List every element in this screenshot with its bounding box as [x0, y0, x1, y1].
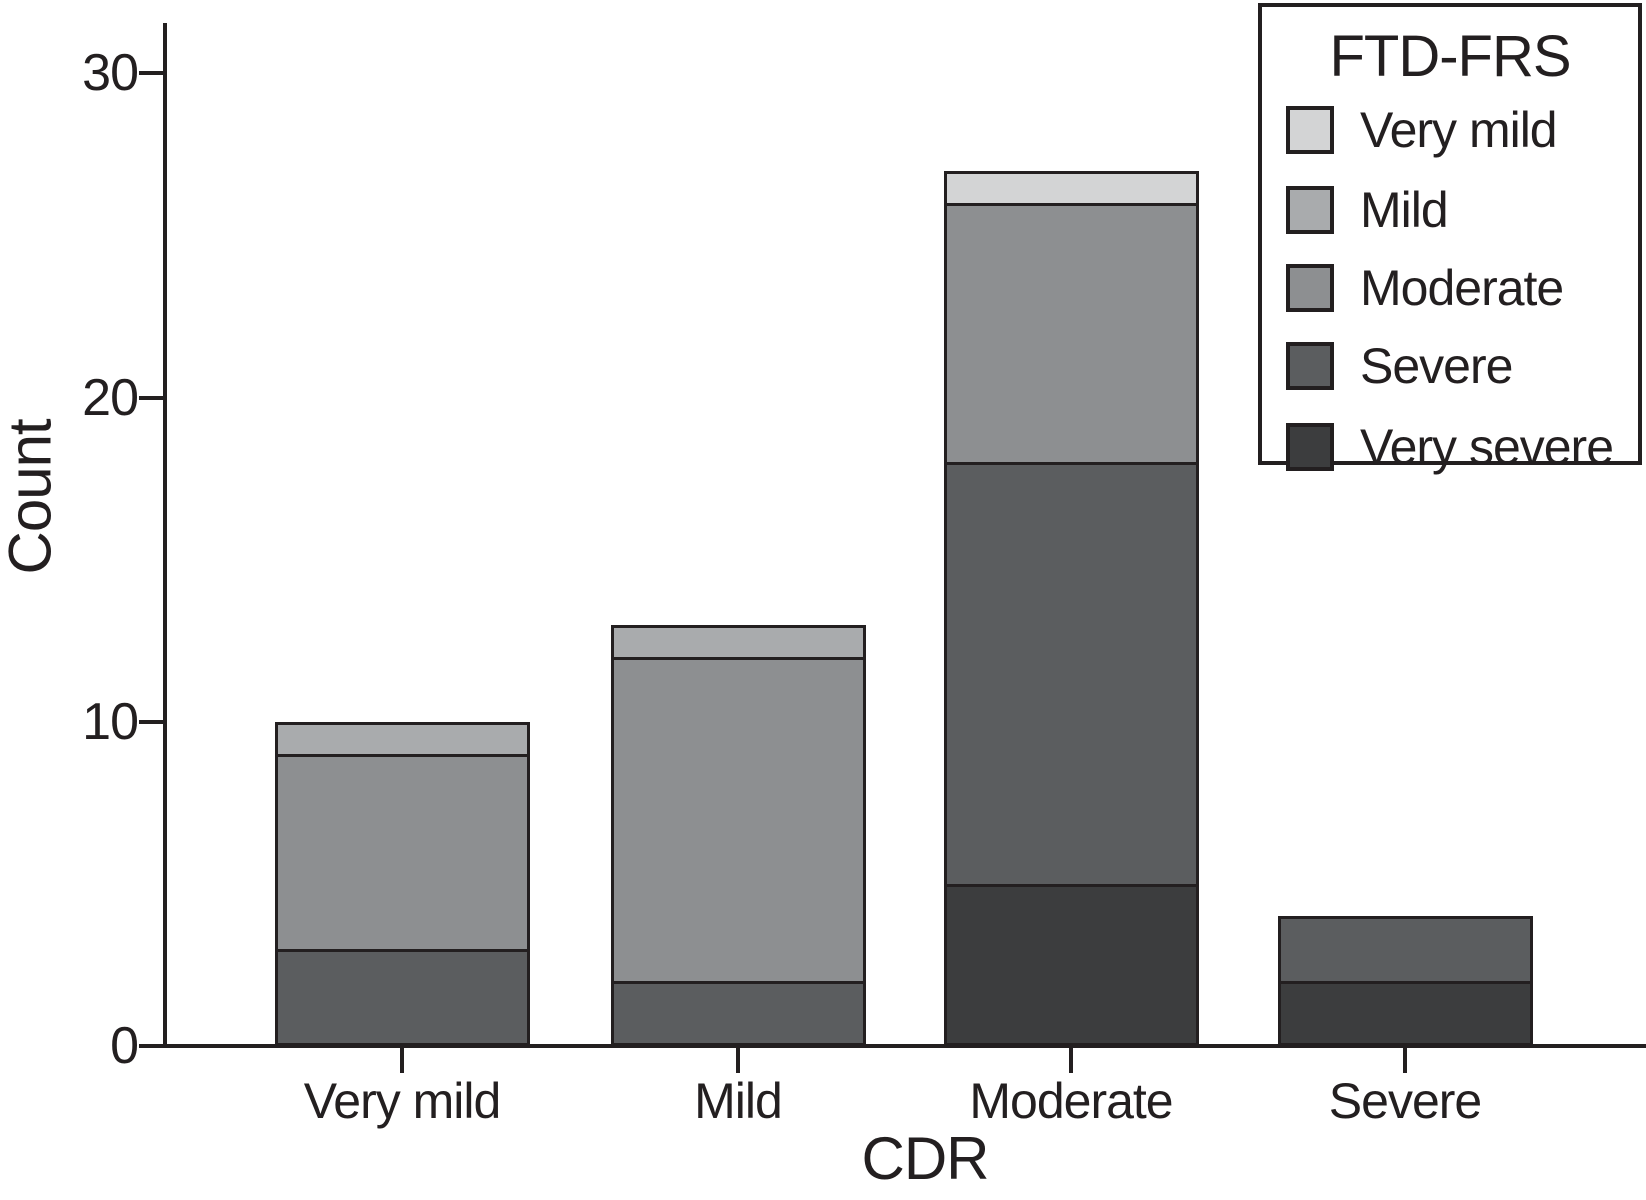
- y-tick-label-10: 10: [82, 692, 139, 751]
- bar-mild-segment-mild: [610, 624, 866, 660]
- bar-very-mild-segment-severe: [274, 948, 530, 1046]
- bar-mild-segment-moderate: [610, 656, 866, 985]
- legend-label-mild: Mild: [1360, 182, 1449, 238]
- x-axis-line: [140, 1044, 1646, 1048]
- legend-swatch-moderate: [1286, 264, 1334, 312]
- y-tick-10: [139, 719, 165, 724]
- legend-box: FTD-FRS Very mild Mild Moderate Severe Very …: [1258, 3, 1642, 475]
- x-tick-severe: [1403, 1048, 1407, 1073]
- y-axis-line: [163, 23, 167, 1048]
- legend-title: FTD-FRS: [1329, 24, 1571, 89]
- legend-label-very-severe: Very severe: [1360, 419, 1614, 475]
- bar-severe-segment-very-severe: [1277, 981, 1533, 1046]
- legend-swatch-very-severe: [1286, 423, 1334, 471]
- y-tick-label-20: 20: [82, 368, 139, 427]
- y-axis-title: Count: [0, 419, 64, 575]
- legend-row-mild: Mild: [1286, 182, 1449, 238]
- x-axis-title: CDR: [861, 1125, 990, 1192]
- x-tick-label-severe: Severe: [1328, 1073, 1482, 1129]
- y-tick-20: [139, 395, 165, 400]
- bar-mild-segment-severe: [610, 981, 866, 1046]
- x-tick-label-very-mild: Very mild: [303, 1073, 502, 1129]
- legend-row-severe: Severe: [1286, 338, 1513, 394]
- bar-moderate-segment-very-severe: [943, 883, 1199, 1046]
- x-tick-very-mild: [400, 1048, 404, 1073]
- bar-severe-segment-severe: [1277, 916, 1533, 985]
- x-tick-mild: [736, 1048, 740, 1073]
- legend-row-very-severe: Very severe: [1286, 419, 1614, 475]
- y-tick-label-30: 30: [82, 44, 139, 103]
- legend-row-moderate: Moderate: [1286, 260, 1564, 316]
- legend-row-very-mild: Very mild: [1286, 102, 1558, 158]
- bar-moderate-segment-severe: [943, 462, 1199, 887]
- legend-label-very-mild: Very mild: [1360, 102, 1558, 158]
- x-tick-label-moderate: Moderate: [969, 1073, 1173, 1129]
- bar-moderate-segment-moderate: [943, 203, 1199, 466]
- legend-label-severe: Severe: [1360, 338, 1513, 394]
- legend-label-moderate: Moderate: [1360, 260, 1564, 316]
- legend-swatch-mild: [1286, 186, 1334, 234]
- bar-moderate-segment-very-mild: [943, 170, 1199, 207]
- x-tick-label-mild: Mild: [694, 1073, 783, 1129]
- bar-very-mild-segment-moderate: [274, 754, 530, 952]
- legend-swatch-severe: [1286, 342, 1334, 390]
- legend-swatch-very-mild: [1286, 106, 1334, 154]
- y-tick-30: [139, 71, 165, 76]
- y-tick-label-0: 0: [110, 1017, 139, 1075]
- x-tick-moderate: [1069, 1048, 1073, 1073]
- y-tick-0: [139, 1044, 165, 1048]
- bar-very-mild-segment-mild: [274, 721, 530, 758]
